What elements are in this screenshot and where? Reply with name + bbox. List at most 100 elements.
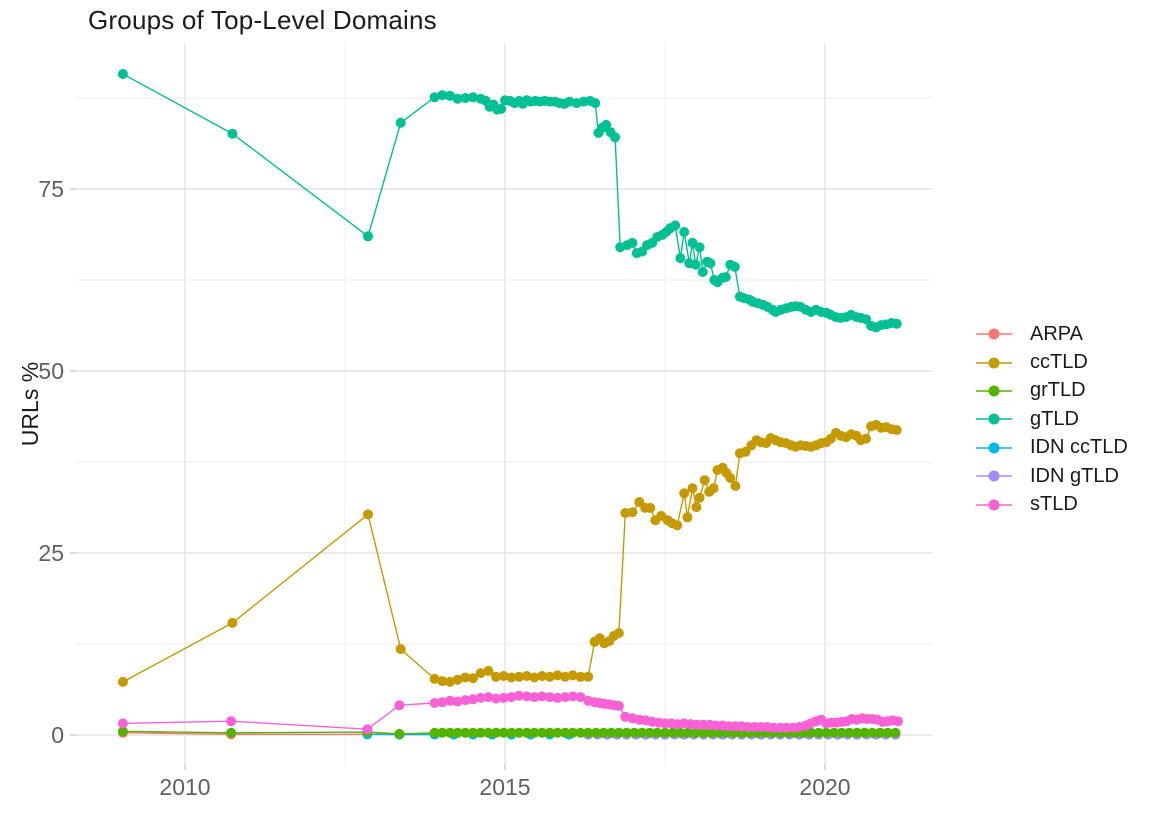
series-point-grtld [590, 727, 601, 738]
series-point-grtld [829, 727, 839, 738]
series-point-stld [893, 716, 903, 727]
series-point-grtld [475, 727, 486, 738]
series-point-gtld [670, 220, 681, 231]
series-point-stld [437, 697, 448, 708]
series-point-stld [529, 692, 540, 703]
series-point-grtld [468, 727, 478, 738]
legend-key-icon [976, 499, 1012, 511]
series-point-grtld [805, 727, 816, 738]
series-point-stld [460, 695, 471, 706]
series-point-gtld [429, 92, 440, 103]
series-point-grtld [844, 727, 855, 738]
series-point-grtld [394, 728, 405, 739]
series-point-cctld [613, 628, 624, 639]
series-point-stld [475, 692, 486, 703]
series-point-grtld [683, 727, 693, 738]
series-point-cctld [437, 676, 448, 687]
series-point-gtld [690, 259, 701, 270]
series-point-stld [452, 696, 463, 707]
series-point-grtld [583, 727, 594, 738]
series-point-stld [491, 693, 501, 704]
series-point-grtld [117, 726, 128, 737]
legend-label: grTLD [1030, 379, 1086, 402]
series-point-grtld [613, 727, 624, 738]
legend-key-icon [976, 413, 1012, 425]
series-point-grtld [544, 727, 555, 738]
series-point-cctld [730, 481, 741, 491]
series-point-cctld [491, 671, 501, 682]
series-point-cctld [708, 483, 719, 494]
series-point-cctld [583, 671, 594, 682]
series-point-gtld [445, 90, 455, 101]
series-point-stld [506, 692, 517, 703]
series-point-grtld [660, 727, 670, 738]
series-point-cctld [687, 483, 698, 494]
series-point-cctld [537, 671, 548, 681]
series-point-cctld [552, 670, 563, 681]
legend-label: IDN ccTLD [1030, 436, 1128, 459]
series-point-cctld [429, 673, 440, 684]
legend-item-cctld: ccTLD [972, 348, 1128, 376]
legend-label: ARPA [1030, 322, 1083, 345]
series-point-gtld [729, 261, 740, 272]
x-tick-label: 2010 [159, 774, 210, 800]
series-point-grtld [882, 727, 893, 738]
legend-label: sTLD [1030, 493, 1078, 516]
series-point-grtld [652, 727, 663, 738]
series-point-gtld [891, 318, 902, 329]
series-point-cctld [725, 473, 736, 483]
series-point-cctld [475, 668, 486, 679]
series-point-cctld [699, 475, 710, 486]
series-point-grtld [567, 727, 578, 738]
series-point-gtld [227, 128, 238, 139]
series-point-gtld [627, 237, 638, 248]
series-point-stld [226, 716, 237, 727]
series-point-grtld [575, 727, 586, 738]
legend-key-icon [976, 357, 1012, 369]
series-point-grtld [644, 727, 655, 738]
legend: ARPA ccTLD grTLD gTLD IDN ccTLD IDN gTLD sTLD [972, 320, 1128, 519]
y-tick-label: 25 [38, 540, 64, 566]
series-point-gtld [363, 231, 373, 242]
series-point-grtld [606, 727, 617, 738]
series-point-cctld [575, 671, 586, 682]
series-point-cctld [682, 512, 693, 523]
series-point-grtld [226, 727, 237, 738]
series-point-grtld [629, 727, 640, 738]
series-point-grtld [690, 727, 701, 738]
legend-key-icon [976, 328, 1012, 340]
series-point-stld [498, 692, 509, 703]
series-point-gtld [117, 69, 128, 79]
series-point-grtld [706, 727, 717, 738]
x-tick-label: 2020 [799, 774, 850, 800]
series-point-stld [567, 691, 578, 702]
y-tick-label: 0 [51, 722, 64, 748]
series-point-grtld [675, 727, 686, 738]
series-point-stld [362, 724, 373, 735]
series-point-cctld [452, 674, 463, 685]
series-point-grtld [890, 727, 901, 738]
series-point-stld [613, 700, 624, 711]
legend-item-idn-cctld: IDN ccTLD [972, 434, 1128, 462]
series-point-gtld [610, 132, 621, 143]
series-point-gtld [720, 272, 731, 283]
series-point-cctld [445, 676, 455, 687]
series-point-grtld [491, 727, 501, 738]
series-point-gtld [675, 253, 686, 264]
series-point-grtld [552, 727, 563, 738]
series-point-grtld [529, 727, 540, 738]
series-line-gtld [122, 73, 897, 328]
series-point-stld [537, 691, 548, 702]
series-point-grtld [537, 727, 548, 738]
series-point-grtld [498, 727, 509, 738]
series-point-cctld [117, 676, 128, 687]
series-point-cctld [679, 488, 690, 499]
series-point-stld [445, 695, 455, 706]
series-point-cctld [560, 671, 571, 682]
series-point-cctld [460, 672, 471, 683]
series-point-cctld [514, 671, 525, 682]
series-point-grtld [621, 727, 632, 738]
series-point-stld [468, 694, 478, 705]
series-point-gtld [705, 258, 716, 269]
